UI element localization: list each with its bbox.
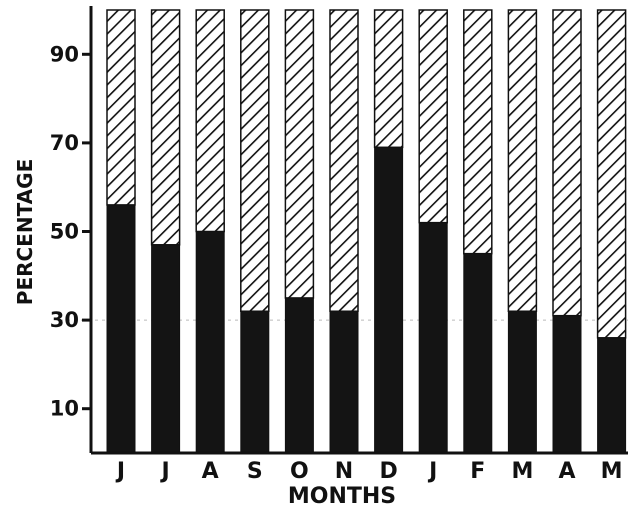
bar-solid-segment	[106, 204, 136, 454]
bar-solid-segment	[507, 310, 537, 454]
x-tick-label: A	[202, 459, 219, 484]
y-tick-label: 10	[50, 397, 79, 421]
bar-solid-segment	[195, 231, 225, 454]
y-ticks: 10 30 50 70 90	[50, 42, 91, 421]
x-axis-label: MONTHS	[288, 484, 396, 509]
bars	[106, 9, 627, 454]
bar-solid-segment	[552, 315, 582, 454]
x-tick-label: A	[558, 459, 575, 484]
bar-hatched-segment	[373, 9, 404, 149]
bar-hatched-segment	[106, 9, 136, 206]
x-tick-label: O	[290, 459, 309, 484]
bar-solid-segment	[284, 297, 314, 454]
bar-hatched-segment	[418, 9, 448, 224]
axes	[89, 6, 628, 455]
x-tick-label: N	[335, 459, 353, 484]
bar-hatched-segment	[552, 9, 582, 317]
y-tick-label: 70	[50, 131, 79, 155]
x-tick-label: J	[427, 459, 437, 484]
bar-hatched-segment	[507, 9, 538, 312]
bar-hatched-segment	[195, 9, 225, 233]
x-tick-label: F	[470, 459, 485, 484]
bar-solid-segment	[151, 244, 181, 454]
y-tick-label: 50	[50, 220, 79, 244]
x-tick-label: J	[160, 459, 170, 484]
x-tick-label: S	[247, 459, 263, 484]
x-tick-label: M	[601, 459, 623, 484]
bar-solid-segment	[374, 146, 404, 454]
y-tick-label: 90	[50, 42, 79, 66]
bar-solid-segment	[240, 310, 270, 454]
bar-hatched-segment	[240, 9, 270, 312]
x-tick-label: M	[511, 459, 533, 484]
bar-hatched-segment	[150, 9, 181, 246]
bar-solid-segment	[597, 337, 627, 454]
x-tick-label: J	[115, 459, 125, 484]
y-tick-label: 30	[50, 308, 79, 332]
bar-hatched-segment	[284, 9, 315, 299]
bar-hatched-segment	[329, 9, 359, 312]
y-axis-label: PERCENTAGE	[13, 159, 37, 305]
bar-solid-segment	[418, 222, 448, 454]
x-tick-label: D	[379, 459, 397, 484]
bar-solid-segment	[329, 310, 359, 454]
bar-hatched-segment	[463, 9, 493, 255]
bar-hatched-segment	[596, 9, 627, 339]
bar-solid-segment	[463, 253, 493, 454]
